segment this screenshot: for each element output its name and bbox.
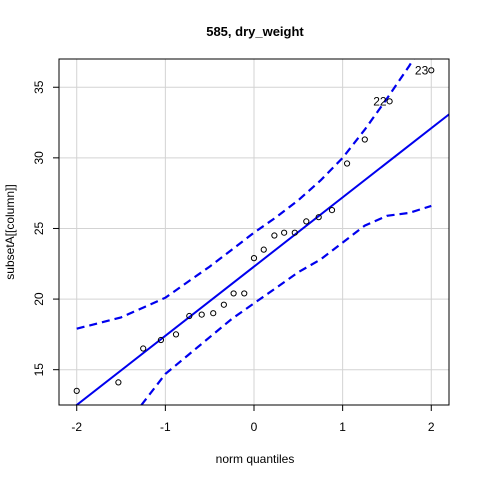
y-tick-label-3: 30 [32, 151, 46, 165]
data-point-12 [260, 246, 267, 253]
point-label-1: 23 [415, 63, 429, 77]
data-point-9 [230, 290, 237, 297]
data-point-1 [115, 379, 122, 386]
data-point-4 [172, 331, 180, 338]
data-points [73, 67, 435, 394]
data-point-15 [291, 229, 298, 236]
data-point-18 [328, 207, 336, 214]
data-point-20 [361, 136, 368, 143]
data-point-14 [281, 229, 288, 236]
confidence-envelope [76, 59, 432, 405]
chart-title: 585, dry_weight [206, 24, 304, 39]
data-point-10 [241, 290, 248, 297]
point-labels: 22 23 [373, 63, 428, 108]
data-point-13 [271, 232, 278, 239]
data-point-2 [140, 345, 147, 352]
x-tick-label-2: 0 [251, 420, 258, 434]
data-point-0 [73, 387, 80, 394]
reference-line [75, 113, 449, 405]
envelope-lower-line [140, 204, 432, 405]
envelope-upper-line [76, 59, 415, 330]
data-point-5 [186, 312, 193, 320]
data-point-6 [198, 311, 205, 318]
x-tick-label-3: 1 [339, 420, 346, 434]
data-point-19 [343, 160, 351, 167]
data-point-7 [210, 310, 217, 317]
y-tick-label-1: 20 [32, 292, 46, 306]
x-tick-label-4: 2 [428, 420, 435, 434]
data-point-21 [386, 98, 393, 105]
point-label-0: 22 [373, 94, 387, 108]
data-point-16 [303, 218, 310, 225]
x-axis: -2 -1 0 1 2 [71, 405, 435, 434]
y-tick-label-4: 35 [32, 80, 46, 94]
x-tick-label-0: -2 [71, 420, 82, 434]
data-point-3 [157, 336, 165, 344]
grid-lines [59, 59, 449, 405]
x-tick-label-1: -1 [160, 420, 171, 434]
y-axis: 15 20 25 30 35 [32, 80, 59, 376]
reference-line-group [75, 113, 449, 405]
data-point-8 [220, 301, 227, 308]
data-point-17 [315, 214, 322, 221]
y-axis-label: subsetA[[column]] [3, 184, 17, 279]
data-point-22 [428, 67, 435, 74]
y-tick-label-2: 25 [32, 221, 46, 235]
x-axis-label: norm quantiles [216, 452, 295, 466]
y-tick-label-0: 15 [32, 363, 46, 377]
data-point-11 [250, 255, 258, 262]
